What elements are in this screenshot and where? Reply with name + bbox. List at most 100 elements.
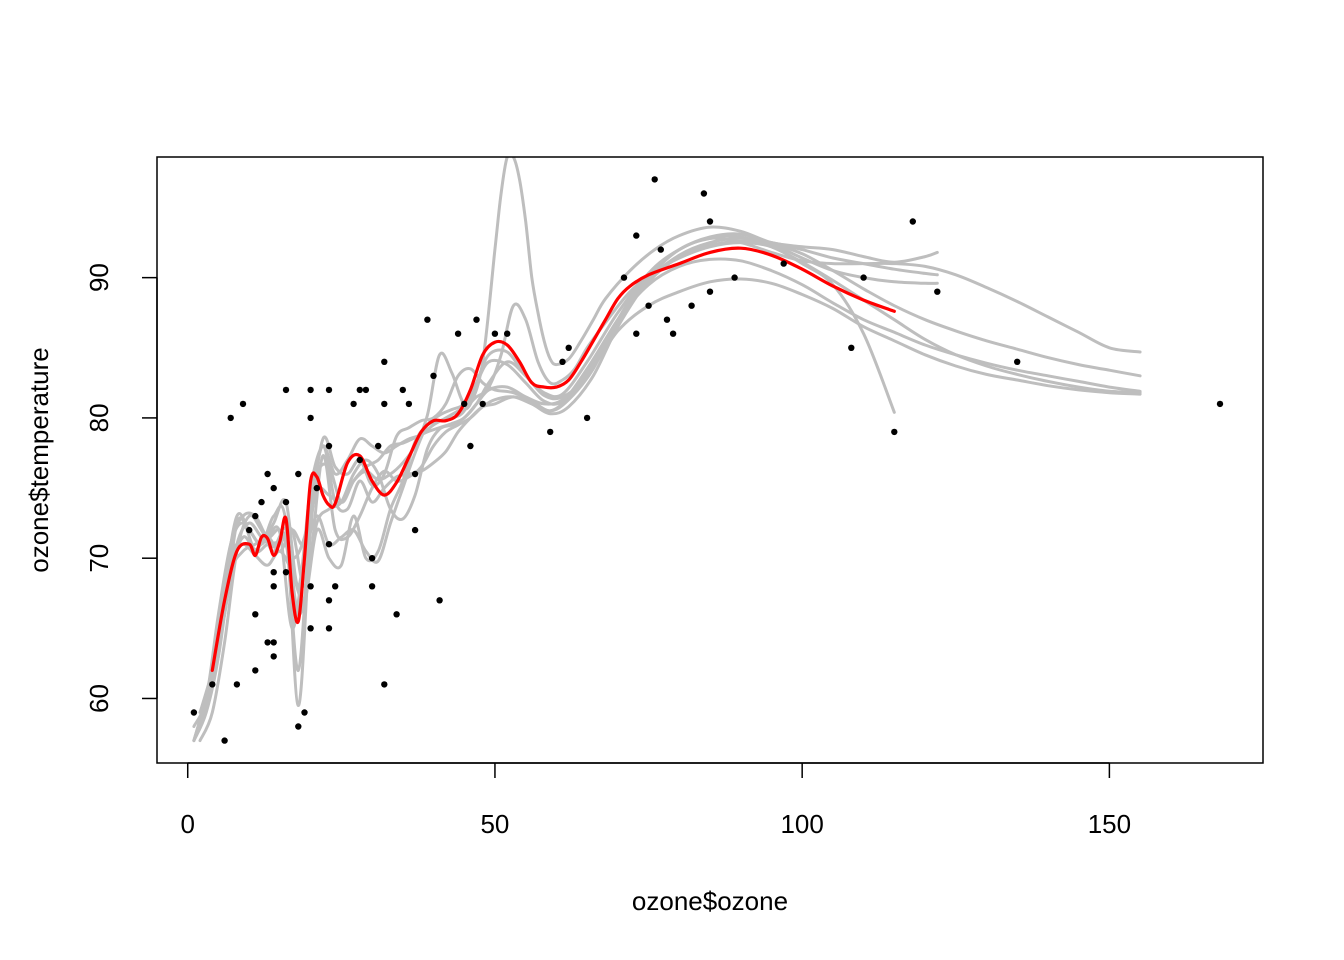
data-point: [270, 569, 277, 576]
data-point: [504, 330, 511, 337]
bootstrap-line-9: [192, 234, 1142, 743]
data-point: [780, 260, 787, 267]
data-point: [706, 218, 714, 225]
data-point: [264, 639, 271, 646]
data-point: [233, 681, 241, 688]
data-point: [295, 470, 302, 478]
data-point: [706, 288, 714, 295]
data-point: [325, 597, 333, 604]
data-point: [270, 484, 277, 492]
data-point: [651, 176, 658, 183]
data-point: [381, 400, 388, 408]
data-point: [731, 274, 738, 281]
data-point: [461, 400, 468, 408]
y-tick-label: 80: [84, 403, 114, 432]
data-point: [350, 400, 357, 408]
y-axis: 60 70 80 90: [84, 263, 158, 713]
x-tick-label: 150: [1088, 809, 1131, 839]
data-point: [424, 316, 431, 323]
data-point: [282, 569, 290, 576]
y-axis-label: ozone$temperature: [24, 347, 54, 572]
data-point: [356, 386, 363, 394]
bootstrap-line-5: [192, 239, 1142, 743]
data-point: [430, 372, 437, 379]
data-point: [190, 709, 198, 716]
data-point: [479, 400, 486, 408]
data-point: [246, 526, 253, 534]
bootstrap-line-2: [198, 157, 939, 728]
data-point: [700, 190, 708, 197]
data-point: [227, 414, 234, 422]
data-point: [909, 218, 916, 225]
data-point: [307, 583, 314, 590]
data-point: [467, 442, 474, 450]
data-point: [209, 681, 216, 688]
data-point: [565, 344, 572, 351]
data-point: [620, 274, 628, 281]
data-point: [252, 667, 259, 674]
data-point: [934, 288, 941, 295]
data-point: [307, 414, 314, 422]
data-point: [295, 723, 302, 730]
data-point: [221, 737, 228, 744]
data-point: [270, 639, 277, 646]
series-layer: [192, 157, 1142, 743]
y-tick-label: 90: [84, 263, 114, 292]
data-point: [258, 498, 265, 506]
x-axis-label: ozone$ozone: [632, 886, 788, 916]
data-point: [583, 414, 591, 422]
x-tick-label: 50: [480, 809, 509, 839]
data-point: [399, 386, 406, 394]
data-point: [332, 583, 339, 590]
data-point: [252, 512, 259, 520]
data-point: [270, 583, 277, 590]
data-point: [491, 330, 499, 337]
data-point: [239, 400, 247, 408]
data-point: [307, 386, 314, 394]
data-point: [645, 302, 652, 309]
points-layer: [190, 176, 1224, 744]
fit-line: [210, 246, 896, 672]
bootstrap-line-7: [192, 232, 939, 743]
data-point: [663, 316, 671, 323]
data-point: [547, 428, 554, 436]
data-point: [325, 625, 333, 632]
x-axis: 0 50 100 150: [180, 762, 1131, 839]
data-point: [848, 344, 855, 351]
data-point: [411, 470, 419, 478]
data-point: [891, 428, 898, 436]
data-point: [1216, 400, 1224, 408]
data-point: [270, 653, 277, 660]
data-point: [301, 709, 308, 716]
data-point: [381, 681, 388, 688]
data-point: [393, 611, 400, 618]
data-point: [669, 330, 677, 337]
data-point: [307, 625, 314, 632]
data-point: [633, 232, 640, 239]
data-point: [375, 442, 382, 450]
y-tick-label: 60: [84, 684, 114, 713]
data-point: [454, 330, 462, 337]
data-point: [436, 597, 443, 604]
data-point: [313, 484, 320, 492]
data-point: [368, 583, 376, 590]
data-point: [657, 246, 664, 253]
data-point: [325, 541, 333, 548]
data-point: [264, 470, 271, 478]
data-point: [473, 316, 480, 323]
data-point: [1014, 358, 1021, 365]
data-point: [381, 358, 388, 365]
data-point: [282, 498, 290, 506]
data-point: [633, 330, 640, 337]
y-tick-label: 70: [84, 544, 114, 573]
x-tick-label: 0: [180, 809, 194, 839]
data-point: [411, 526, 419, 534]
data-point: [405, 400, 413, 408]
data-point: [688, 302, 695, 309]
bootstrap-line-6: [198, 236, 1142, 714]
data-point: [860, 274, 867, 281]
data-point: [356, 456, 363, 464]
data-point: [325, 442, 333, 450]
data-point: [368, 555, 376, 562]
